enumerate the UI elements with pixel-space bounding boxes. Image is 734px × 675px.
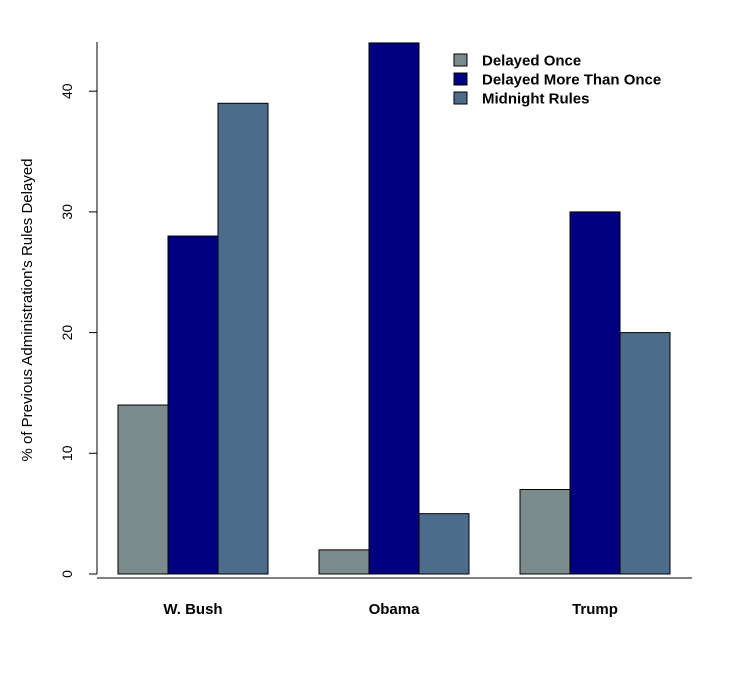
- bar-trump-delayed-more-than-once: [569, 211, 621, 575]
- bar-w-bush-midnight-rules: [217, 102, 269, 575]
- y-ticks: 0 10 20 30 40: [59, 83, 97, 578]
- bars: [117, 42, 671, 575]
- y-axis-title: % of Previous Administration's Rules Del…: [19, 158, 36, 461]
- category-labels: W. Bush Obama Trump: [163, 601, 618, 618]
- legend-swatch: [453, 53, 468, 67]
- y-tick-label: 10: [59, 445, 75, 461]
- y-tick-label: 20: [59, 325, 75, 341]
- legend: Delayed Once Delayed More Than Once Midnig…: [453, 53, 661, 108]
- y-tick-label: 30: [59, 204, 75, 220]
- legend-swatch: [453, 72, 468, 86]
- legend-label: Delayed More Than Once: [482, 72, 661, 89]
- bar-w-bush-delayed-more-than-once: [167, 235, 219, 575]
- y-tick-label: 0: [59, 570, 75, 578]
- bar-obama-delayed-once: [318, 549, 370, 575]
- bar-w-bush-delayed-once: [117, 404, 169, 575]
- bar-obama-delayed-more-than-once: [368, 42, 420, 575]
- legend-label: Midnight Rules: [482, 91, 590, 108]
- legend-swatch: [453, 91, 468, 105]
- bar-trump-delayed-once: [519, 489, 571, 575]
- x-category-label: W. Bush: [163, 601, 222, 618]
- bar-obama-midnight-rules: [418, 513, 470, 575]
- bar-trump-midnight-rules: [619, 332, 671, 575]
- y-tick-label: 40: [59, 83, 75, 99]
- legend-label: Delayed Once: [482, 53, 581, 70]
- x-category-label: Trump: [572, 601, 618, 618]
- x-category-label: Obama: [369, 601, 421, 618]
